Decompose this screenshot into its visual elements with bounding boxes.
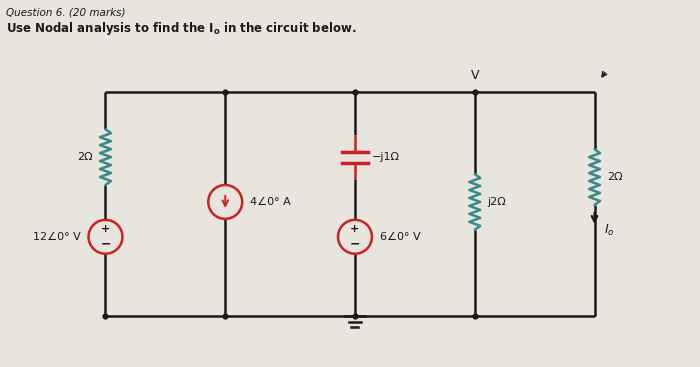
- Text: $I_o$: $I_o$: [605, 223, 615, 238]
- Text: Question 6. (20 marks): Question 6. (20 marks): [6, 8, 125, 18]
- Text: −: −: [350, 238, 360, 251]
- Text: +: +: [351, 224, 360, 234]
- Text: 4∠0° A: 4∠0° A: [250, 197, 291, 207]
- Text: −: −: [100, 238, 111, 251]
- Text: j2Ω: j2Ω: [488, 197, 507, 207]
- Text: +: +: [101, 224, 110, 234]
- Text: V: V: [470, 69, 479, 82]
- Text: 12∠0° V: 12∠0° V: [33, 232, 80, 242]
- Text: Use Nodal analysis to find the $\mathbf{I_o}$ in the circuit below.: Use Nodal analysis to find the $\mathbf{…: [6, 19, 356, 37]
- Text: −j1Ω: −j1Ω: [372, 152, 400, 162]
- Text: 2Ω: 2Ω: [608, 172, 623, 182]
- Text: 2Ω: 2Ω: [77, 152, 92, 162]
- Text: 6∠0° V: 6∠0° V: [380, 232, 421, 242]
